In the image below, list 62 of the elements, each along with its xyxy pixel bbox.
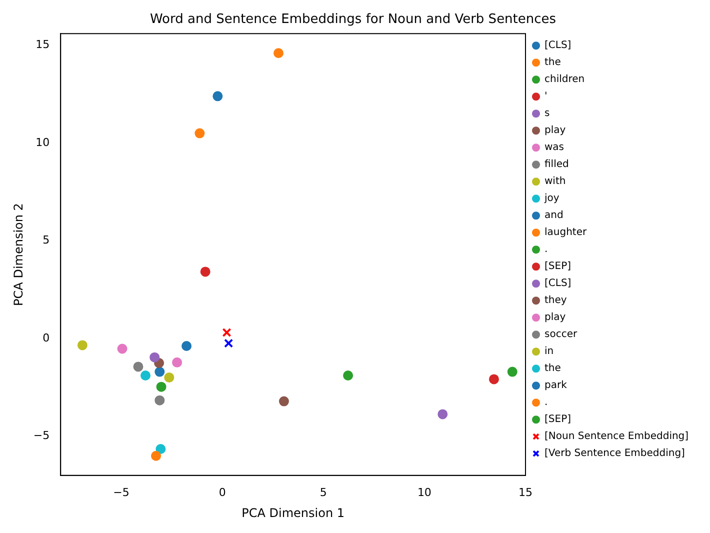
x-tick-label: 0	[218, 486, 226, 499]
point	[77, 340, 88, 350]
point	[172, 357, 182, 368]
point	[194, 128, 205, 138]
legend-label: in	[544, 346, 554, 358]
legend-label: the	[544, 57, 561, 68]
point	[438, 409, 448, 420]
point	[117, 344, 128, 354]
point	[154, 366, 165, 377]
point	[224, 338, 234, 348]
legend-label: the	[544, 363, 561, 374]
legend-label: filled	[544, 159, 569, 170]
legend-label: park	[544, 380, 568, 392]
legend-label: was	[544, 142, 564, 154]
legend-label: [CLS]	[544, 40, 572, 52]
legend-label: .	[544, 244, 548, 256]
y-tick-label: −5	[33, 429, 50, 442]
legend-label: and	[544, 210, 564, 222]
legend-label: they	[544, 295, 567, 306]
x-tick-label: −5	[113, 486, 130, 499]
legend-label: soccer	[544, 329, 578, 340]
legend-label: children	[544, 74, 585, 86]
point	[151, 450, 162, 461]
point	[488, 374, 499, 384]
point	[507, 366, 518, 377]
legend-label: play	[544, 312, 566, 324]
x-axis-title: PCA Dimension 1	[242, 506, 344, 520]
legend-label: [CLS]	[544, 278, 572, 290]
legend-label: laughter	[544, 227, 588, 238]
point	[200, 266, 210, 277]
y-tick-label: 5	[42, 234, 50, 247]
x-tick-label: 10	[417, 486, 432, 499]
point	[140, 370, 151, 381]
chart-title: Word and Sentence Embeddings for Noun and Verb Sentences	[150, 12, 556, 28]
point	[212, 91, 223, 102]
point	[343, 370, 354, 381]
point	[222, 328, 232, 338]
legend-label: joy	[544, 193, 560, 204]
legend-label: [SEP]	[544, 261, 572, 272]
x-tick-label: 5	[320, 486, 327, 499]
point	[154, 395, 165, 406]
legend-label: [Verb Sentence Embedding]	[544, 448, 686, 460]
y-tick-label: 10	[36, 136, 50, 149]
legend-label: play	[544, 125, 566, 136]
point	[133, 362, 144, 372]
legend-label: with	[544, 176, 566, 188]
point	[164, 372, 174, 382]
legend-label: [SEP]	[544, 414, 572, 426]
point	[274, 48, 284, 58]
point	[150, 352, 160, 362]
y-axis-title: PCA Dimension 2	[11, 203, 26, 306]
legend-label: '	[544, 91, 548, 102]
point	[156, 382, 166, 392]
y-tick-label: 15	[36, 38, 50, 52]
legend-label: [Noun Sentence Embedding]	[544, 431, 689, 442]
x-tick-label: 15	[518, 486, 532, 499]
y-tick-label: 0	[42, 331, 50, 344]
point	[156, 444, 166, 454]
legend-label: .	[544, 397, 548, 408]
legend-label: s	[544, 108, 550, 120]
point	[278, 396, 289, 406]
point	[182, 340, 192, 351]
